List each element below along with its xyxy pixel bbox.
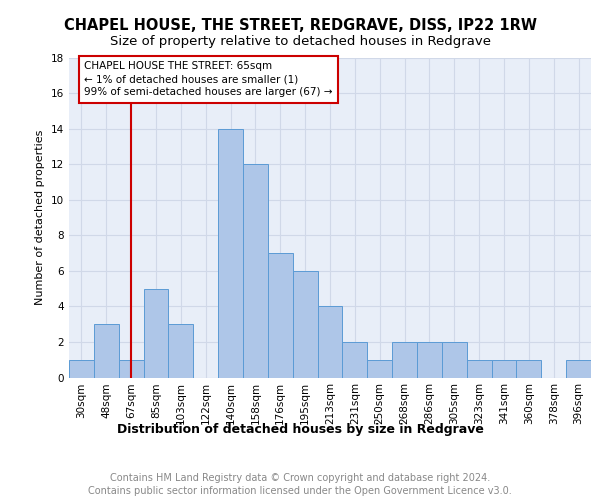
Bar	[119, 360, 143, 378]
Text: Contains HM Land Registry data © Crown copyright and database right 2024.
Contai: Contains HM Land Registry data © Crown c…	[88, 473, 512, 496]
Bar	[218, 128, 243, 378]
Bar	[517, 360, 541, 378]
Bar	[417, 342, 442, 378]
Text: CHAPEL HOUSE, THE STREET, REDGRAVE, DISS, IP22 1RW: CHAPEL HOUSE, THE STREET, REDGRAVE, DISS…	[64, 18, 536, 32]
Y-axis label: Number of detached properties: Number of detached properties	[35, 130, 46, 305]
Bar	[94, 324, 119, 378]
Text: Size of property relative to detached houses in Redgrave: Size of property relative to detached ho…	[110, 35, 491, 48]
Bar	[69, 360, 94, 378]
Bar	[317, 306, 343, 378]
Bar	[243, 164, 268, 378]
Bar	[169, 324, 193, 378]
Bar	[367, 360, 392, 378]
Bar	[143, 288, 169, 378]
Text: CHAPEL HOUSE THE STREET: 65sqm
← 1% of detached houses are smaller (1)
99% of se: CHAPEL HOUSE THE STREET: 65sqm ← 1% of d…	[84, 61, 332, 98]
Bar	[343, 342, 367, 378]
Bar	[392, 342, 417, 378]
Bar	[491, 360, 517, 378]
Bar	[442, 342, 467, 378]
Text: Distribution of detached houses by size in Redgrave: Distribution of detached houses by size …	[116, 422, 484, 436]
Bar	[467, 360, 491, 378]
Bar	[566, 360, 591, 378]
Bar	[293, 271, 317, 378]
Bar	[268, 253, 293, 378]
